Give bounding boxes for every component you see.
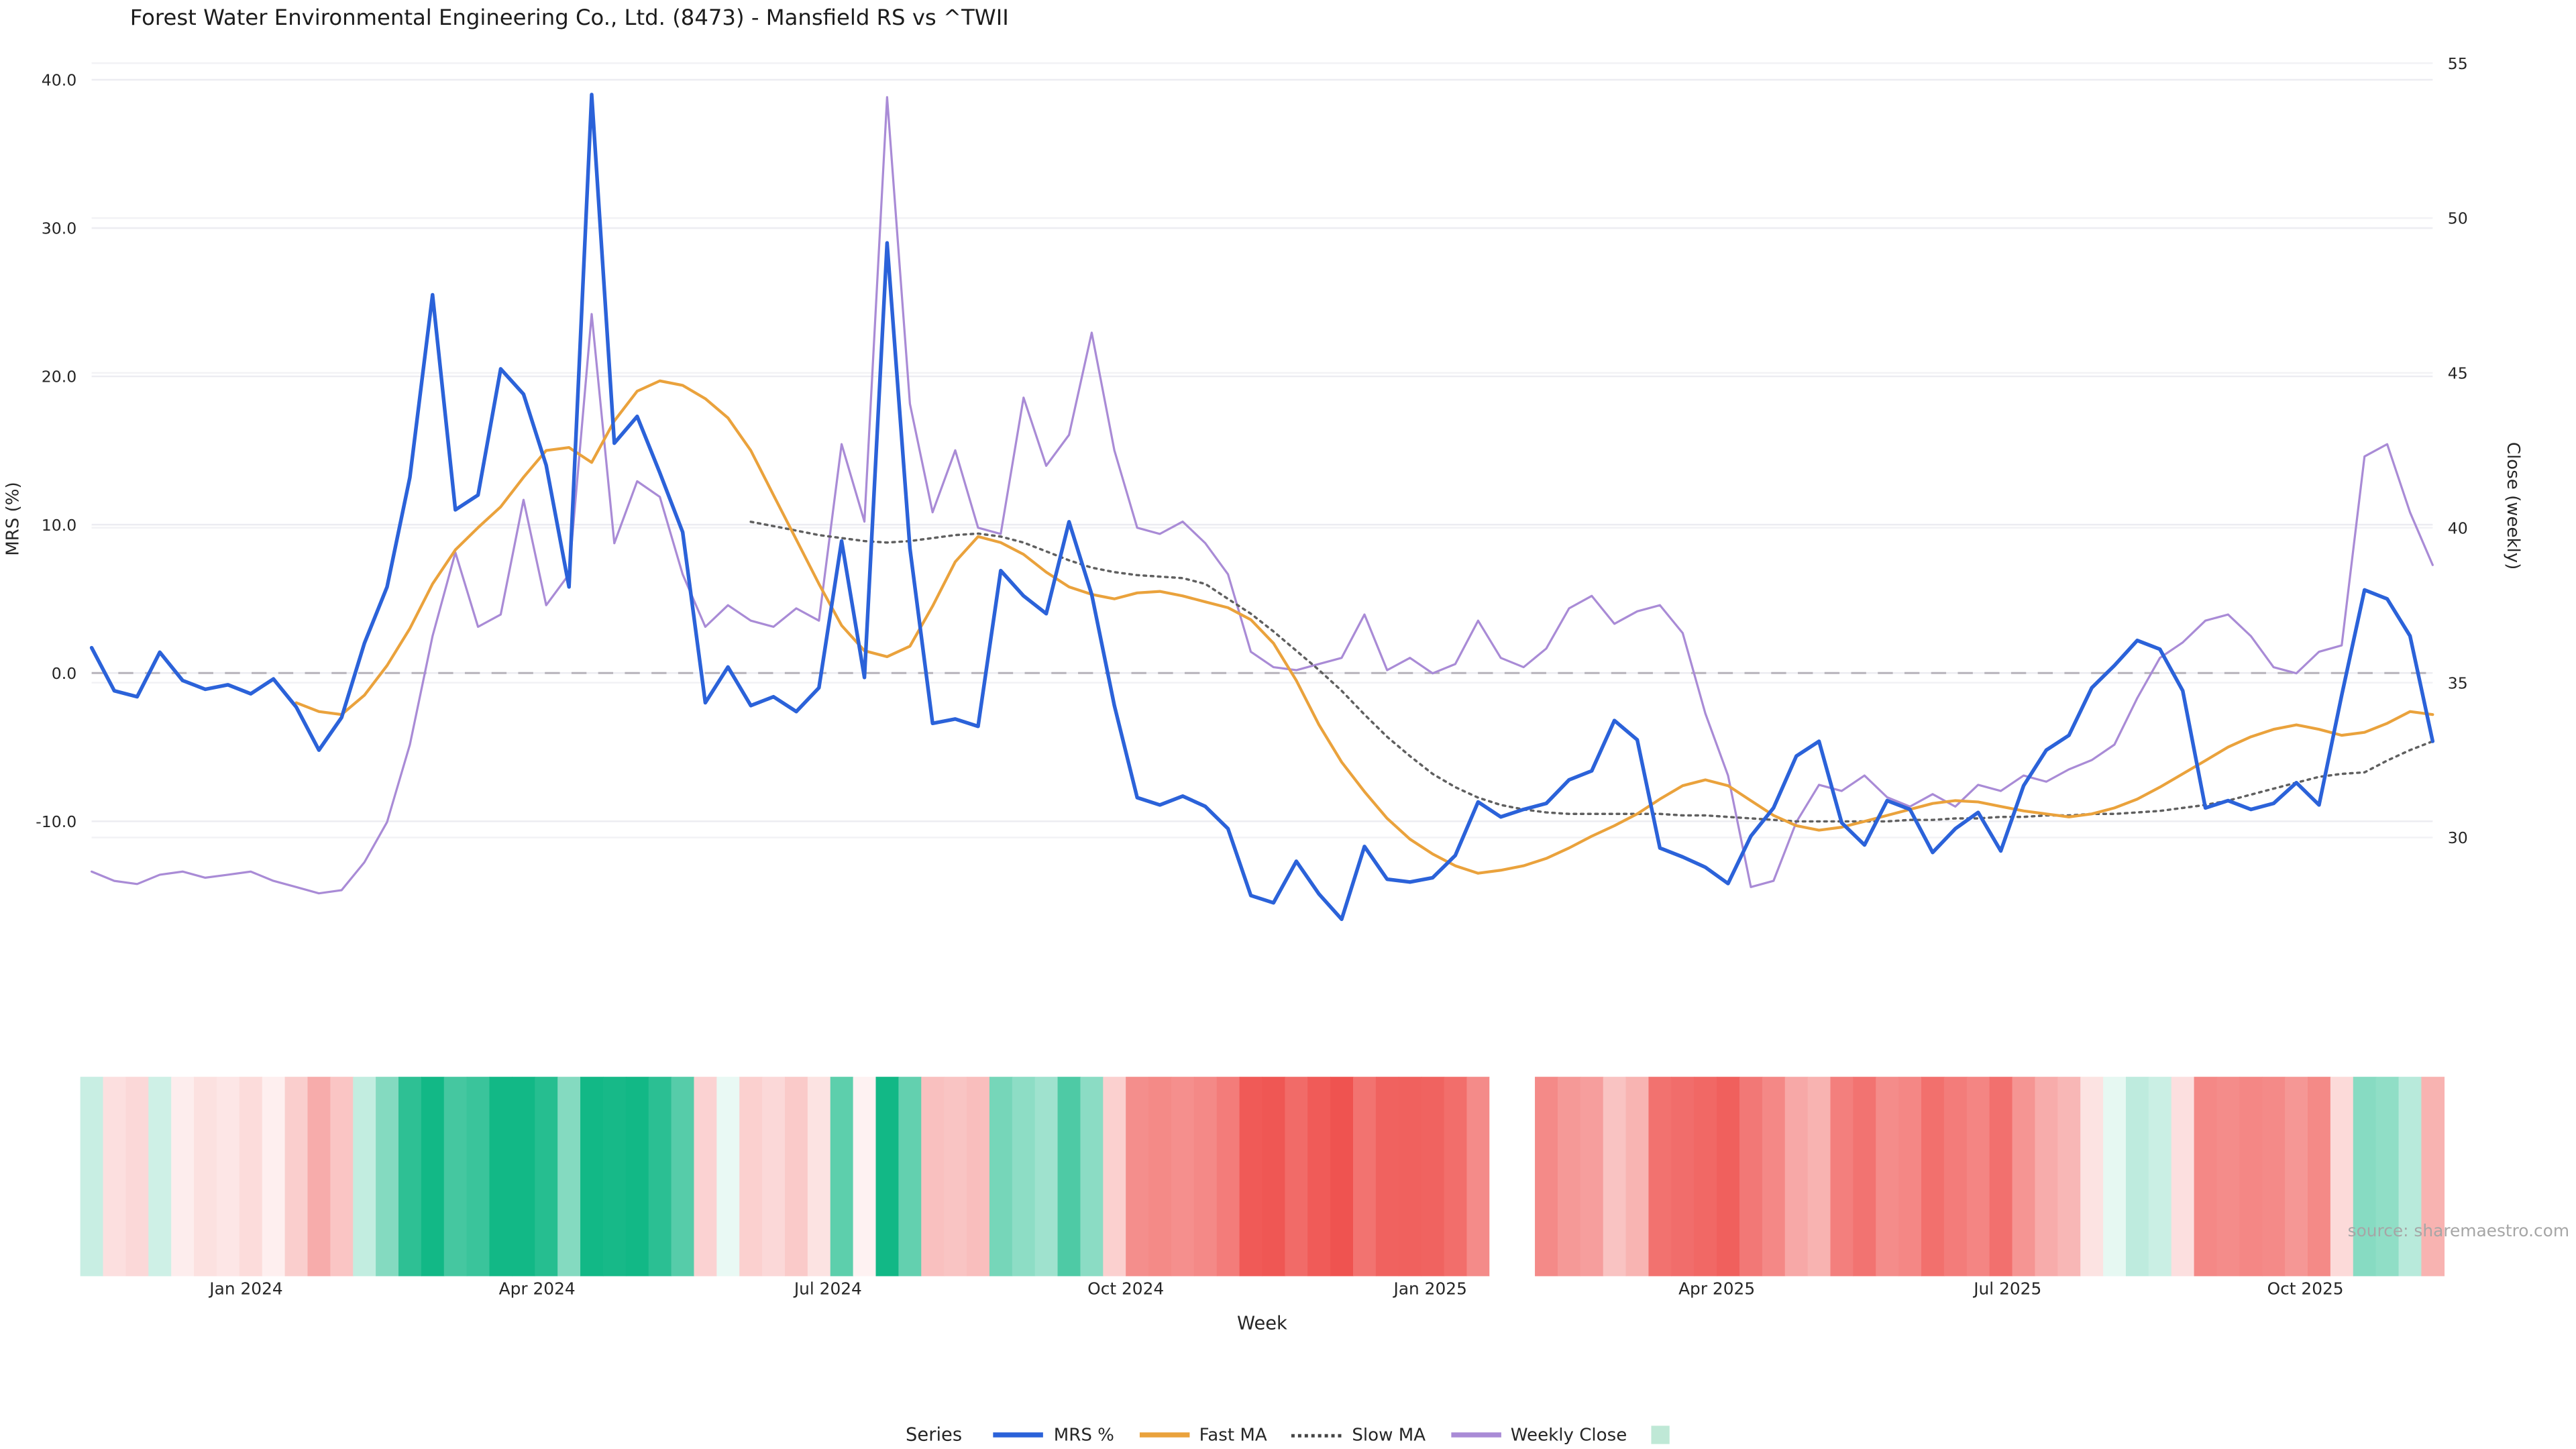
series-legend: Series MRS % Fast MA Slow MA Weekly Clos… bbox=[0, 1424, 2576, 1446]
svg-text:40: 40 bbox=[2448, 519, 2468, 537]
source-watermark: source: sharemaestro.com bbox=[2347, 1223, 2570, 1242]
chart-title: Forest Water Environmental Engineering C… bbox=[129, 6, 1009, 32]
legend-label-mrs: MRS % bbox=[1053, 1425, 1114, 1445]
legend-label-weekly-close: Weekly Close bbox=[1510, 1425, 1627, 1445]
svg-text:-10.0: -10.0 bbox=[36, 812, 76, 831]
slow-ma-line-swatch bbox=[1291, 1433, 1342, 1437]
legend-item-mrs[interactable]: MRS % bbox=[994, 1425, 1114, 1445]
fast-ma-line-swatch bbox=[1139, 1432, 1189, 1438]
svg-text:50: 50 bbox=[2448, 209, 2468, 228]
legend-label-slow-ma: Slow MA bbox=[1352, 1425, 1426, 1445]
legend-item-fast-ma[interactable]: Fast MA bbox=[1139, 1425, 1267, 1445]
weekly-close-line-swatch bbox=[1450, 1432, 1501, 1438]
x-axis-label: Week bbox=[1237, 1312, 1287, 1335]
svg-text:20.0: 20.0 bbox=[42, 368, 77, 386]
series-line-fast-ma bbox=[294, 379, 2434, 875]
legend-item-slow-ma[interactable]: Slow MA bbox=[1291, 1425, 1426, 1445]
legend-title: Series bbox=[906, 1424, 963, 1446]
svg-text:Jul 2024: Jul 2024 bbox=[793, 1279, 862, 1299]
series-line-weekly-close bbox=[90, 96, 2434, 895]
heatmap-legend-swatch[interactable] bbox=[1652, 1426, 1670, 1444]
svg-text:Apr 2024: Apr 2024 bbox=[499, 1279, 576, 1299]
svg-text:40.0: 40.0 bbox=[42, 71, 77, 90]
svg-text:10.0: 10.0 bbox=[42, 516, 77, 535]
svg-text:35: 35 bbox=[2448, 674, 2468, 692]
svg-text:Oct 2025: Oct 2025 bbox=[2267, 1279, 2344, 1299]
heatmap-strip bbox=[80, 1077, 2445, 1277]
svg-text:Jan 2024: Jan 2024 bbox=[208, 1279, 282, 1299]
left-axis-label: MRS (%) bbox=[3, 482, 23, 556]
svg-text:30.0: 30.0 bbox=[42, 219, 77, 238]
svg-text:30: 30 bbox=[2448, 828, 2468, 847]
legend-label-fast-ma: Fast MA bbox=[1199, 1425, 1267, 1445]
svg-text:Apr 2025: Apr 2025 bbox=[1678, 1279, 1755, 1299]
mrs-line-swatch bbox=[994, 1432, 1044, 1438]
svg-text:0.0: 0.0 bbox=[52, 664, 77, 683]
legend-item-weekly-close[interactable]: Weekly Close bbox=[1450, 1425, 1627, 1445]
svg-text:Jan 2025: Jan 2025 bbox=[1393, 1279, 1467, 1299]
svg-text:Oct 2024: Oct 2024 bbox=[1087, 1279, 1164, 1299]
series-line-slow-ma bbox=[749, 521, 2434, 823]
gridlines bbox=[91, 62, 2433, 839]
right-axis-label: Close (weekly) bbox=[2502, 441, 2523, 570]
axis-tick-labels: 40.0 30.0 20.0 10.0 0.0 -10.0 55 50 45 40 35 30 Jan … bbox=[36, 54, 2467, 1299]
svg-text:Jul 2025: Jul 2025 bbox=[1972, 1279, 2041, 1299]
series-lines bbox=[89, 93, 2435, 922]
svg-text:55: 55 bbox=[2448, 54, 2468, 73]
series-line-mrs- bbox=[89, 93, 2435, 922]
chart-canvas: 40.0 30.0 20.0 10.0 0.0 -10.0 55 50 45 40 35 30 Jan … bbox=[36, 54, 2467, 1299]
svg-text:45: 45 bbox=[2448, 364, 2468, 383]
